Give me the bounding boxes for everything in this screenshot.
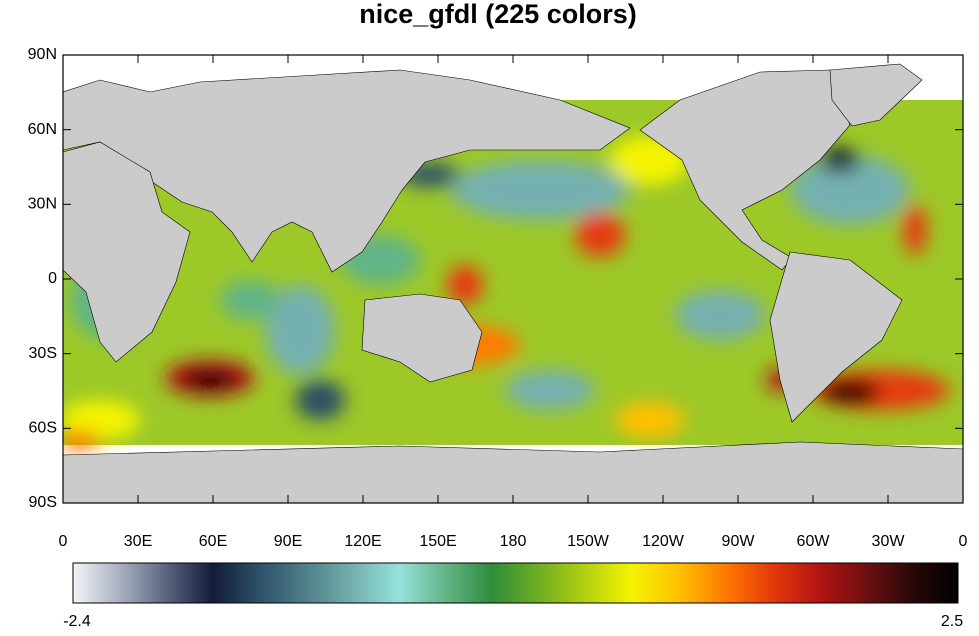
lon-tick-label: 30W	[872, 533, 906, 550]
lon-tick-label: 60E	[199, 533, 227, 550]
lon-tick-label: 150W	[567, 533, 610, 550]
lat-tick-label: 60N	[28, 121, 57, 138]
lon-tick-label: 120W	[642, 533, 685, 550]
colorbar-frame	[72, 562, 959, 604]
colorbar	[73, 563, 958, 603]
colorbar-min-label: -2.4	[63, 613, 91, 630]
lon-tick-label: 0	[59, 533, 68, 550]
title: nice_gfdl (225 colors)	[359, 0, 637, 29]
lon-tick-label: 30E	[124, 533, 152, 550]
lon-tick-label: 90E	[274, 533, 302, 550]
lat-tick-label: 30S	[29, 345, 57, 362]
lat-tick-label: 30N	[28, 196, 57, 213]
lon-tick-label: 180	[500, 533, 527, 550]
lat-tick-label: 90S	[29, 494, 57, 511]
lon-tick-label: 0	[959, 533, 968, 550]
lon-tick-label: 60W	[797, 533, 831, 550]
lon-tick-label: 120E	[344, 533, 381, 550]
lat-tick-label: 90N	[28, 46, 57, 63]
lat-tick-label: 0	[48, 270, 57, 287]
lat-tick-label: 60S	[29, 420, 57, 437]
colorbar-max-label: 2.5	[941, 613, 963, 630]
lon-tick-label: 90W	[722, 533, 756, 550]
map-field	[63, 55, 963, 503]
lon-tick-label: 150E	[419, 533, 456, 550]
